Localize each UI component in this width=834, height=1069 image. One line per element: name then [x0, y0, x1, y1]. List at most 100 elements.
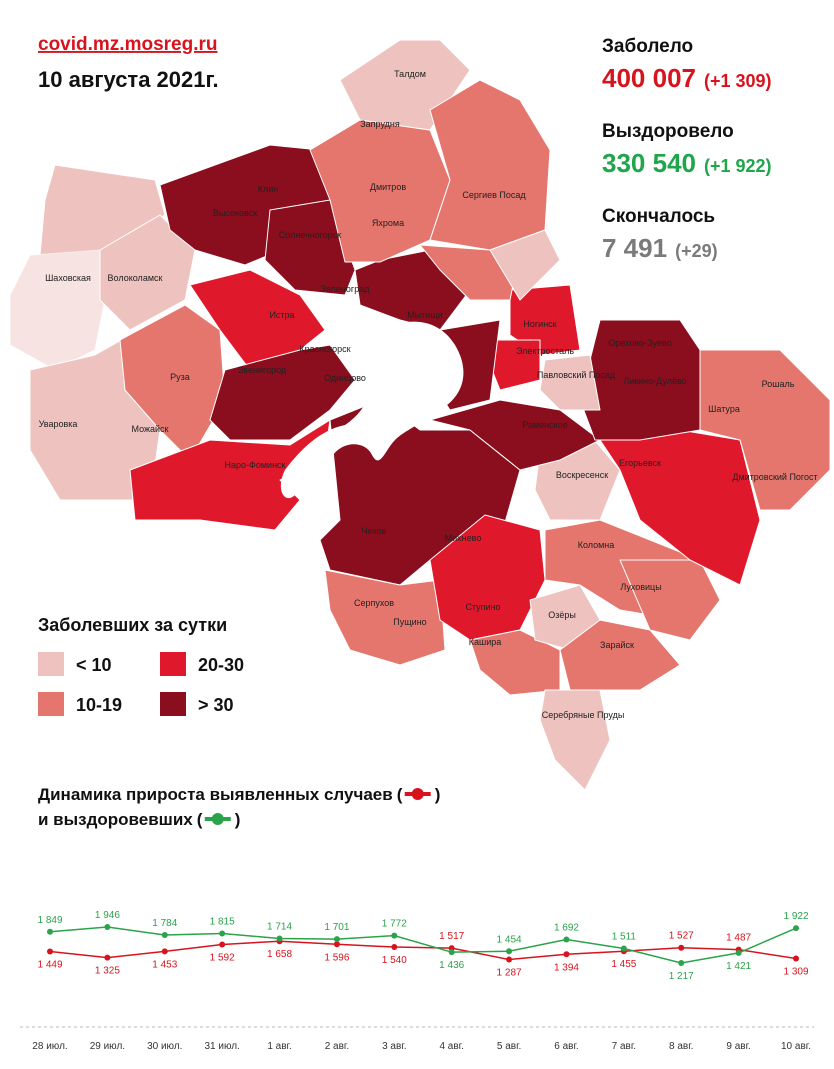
data-point — [47, 928, 53, 935]
town-label: Ногинск — [523, 319, 556, 329]
map-region — [509, 284, 581, 356]
town-label: Серпухов — [354, 598, 394, 608]
data-point — [161, 932, 168, 938]
data-point — [219, 930, 226, 937]
legend-swatch — [160, 692, 186, 716]
town-label: Можайск — [132, 424, 169, 434]
chart-title: Динамика прироста выявленных случаев — [38, 785, 393, 804]
town-label: Луховицы — [620, 582, 661, 592]
legend-swatch — [38, 692, 64, 716]
series-line — [49, 940, 797, 961]
town-label: Кашира — [469, 637, 502, 647]
date: 10 августа 2021г. — [38, 67, 219, 92]
legend-swatch — [160, 652, 186, 676]
legend-bracket: ( — [397, 785, 403, 804]
value-label: 1 217 — [669, 971, 694, 982]
stat-delta: (+29) — [675, 241, 718, 261]
value-label: 1 849 — [37, 915, 62, 926]
legend-swatch — [38, 652, 64, 676]
data-point — [448, 949, 455, 956]
town-label: Истра — [269, 310, 294, 320]
data-point — [678, 944, 685, 951]
map-region — [699, 349, 831, 511]
map-region — [189, 269, 326, 371]
x-tick-label: 3 авг. — [382, 1041, 406, 1052]
legend-bracket: ) — [235, 810, 241, 829]
map-region — [429, 79, 551, 251]
legend-label: < 10 — [76, 655, 112, 675]
stat-delta: (+1 922) — [704, 156, 772, 176]
town-label: Мытищи — [407, 310, 443, 320]
town-label: Ликино-Дулёво — [623, 376, 686, 386]
data-point — [333, 936, 340, 943]
value-label: 1 309 — [783, 966, 808, 977]
site: covid.mz.mosreg.ru — [38, 34, 218, 55]
town-label: Волоколамск — [108, 273, 163, 283]
map-region — [129, 419, 331, 531]
x-tick-label: 29 июл. — [90, 1041, 125, 1052]
x-tick-label: 6 авг. — [554, 1041, 578, 1052]
town-label: Коломна — [578, 540, 615, 550]
map-region — [429, 399, 601, 471]
stat-value: 7 491 — [602, 233, 667, 263]
value-label: 1 511 — [612, 931, 637, 942]
town-label: Талдом — [394, 69, 426, 79]
data-point — [735, 949, 742, 956]
town-label: Зеленоград — [321, 284, 371, 294]
x-tick-label: 10 авг. — [781, 1041, 811, 1052]
stats: Заболело 400 007 (+1 309) Выздоровело 330 54… — [602, 36, 772, 263]
map-region — [119, 304, 226, 461]
town-label: Серебряные Пруды — [542, 710, 625, 720]
value-label: 1 772 — [382, 919, 407, 930]
x-tick-label: 4 авг. — [439, 1041, 463, 1052]
value-label: 1 454 — [497, 934, 522, 945]
value-label: 1 436 — [439, 960, 464, 971]
data-point — [391, 932, 398, 939]
map-region — [99, 214, 196, 331]
value-label: 1 394 — [554, 962, 579, 973]
stat-value: 400 007 — [602, 63, 696, 93]
town-label: Чехов — [362, 526, 387, 536]
map-region — [209, 344, 356, 441]
x-tick-label: 1 авг. — [267, 1041, 291, 1052]
line-chart: Динамика прироста выявленных случаев()и … — [20, 785, 814, 1052]
value-label: 1 815 — [210, 916, 235, 927]
value-label: 1 784 — [152, 918, 177, 929]
map-region — [599, 429, 761, 586]
town-label: Дмитров — [370, 182, 406, 192]
legend-bracket: ) — [435, 785, 441, 804]
map-region — [619, 559, 721, 641]
map-region — [539, 354, 601, 411]
town-label: Наро-Фоминск — [225, 460, 286, 470]
town-label: Высоковск — [213, 208, 257, 218]
x-tick-label: 9 авг. — [726, 1041, 750, 1052]
stat-label: Скончалось — [602, 206, 715, 227]
map-region — [9, 249, 106, 371]
stat-value: 330 540 — [602, 148, 696, 178]
x-tick-label: 2 авг. — [325, 1041, 349, 1052]
x-tick-label: 28 июл. — [32, 1041, 67, 1052]
stat-label: Выздоровело — [602, 121, 734, 142]
value-label: 1 922 — [783, 911, 808, 922]
town-label: Михнево — [445, 533, 482, 543]
value-label: 1 517 — [439, 931, 464, 942]
data-point — [333, 941, 340, 948]
value-label: 1 714 — [267, 921, 292, 932]
map-region — [539, 689, 611, 791]
town-label: Сергиев Посад — [462, 190, 526, 200]
value-label: 1 455 — [611, 959, 636, 970]
town-label: Озёры — [548, 610, 576, 620]
town-label: Зарайск — [600, 640, 634, 650]
town-label: Шатура — [708, 404, 740, 414]
legend-bracket: ( — [197, 810, 203, 829]
legend-label: > 30 — [198, 695, 234, 715]
value-label: 1 946 — [95, 910, 120, 921]
x-tick-label: 5 авг. — [497, 1041, 521, 1052]
x-tick-label: 8 авг. — [669, 1041, 693, 1052]
value-label: 1 692 — [554, 923, 579, 934]
town-label: Запрудня — [360, 119, 400, 129]
value-label: 1 540 — [382, 955, 407, 966]
data-point — [391, 944, 398, 951]
value-label: 1 449 — [37, 960, 62, 971]
town-label: Руза — [170, 372, 190, 382]
